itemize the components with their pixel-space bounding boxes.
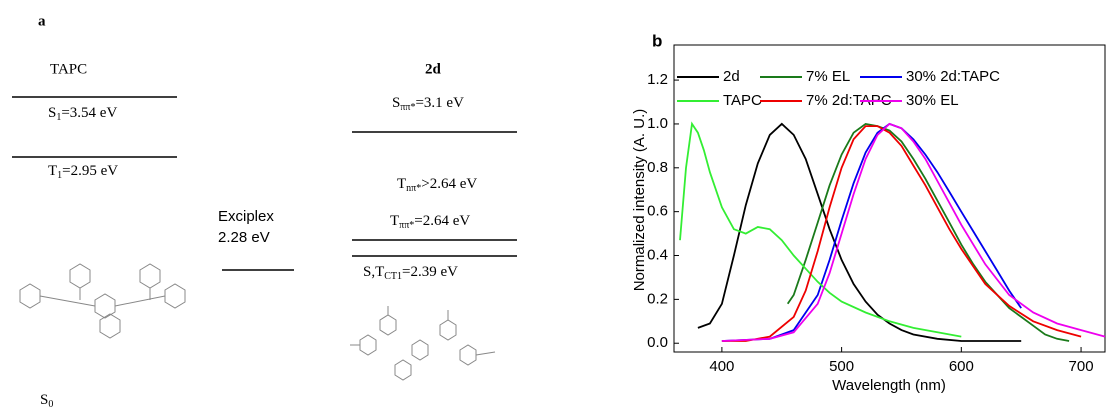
legend-label: 7% 2d:TAPC — [806, 92, 892, 109]
level-label: T1=2.95 eV — [48, 163, 118, 181]
y-tick-label: 1.2 — [647, 71, 668, 88]
level-label: S1=3.54 eV — [48, 105, 117, 123]
panel-a: a TAPC S1=3.54 eV T1=2.95 eV S0 Exciplex… — [12, 13, 517, 410]
y-axis-label: Normalized intensity (A. U.) — [631, 109, 648, 292]
y-tick-label: 1.0 — [647, 115, 668, 132]
y-tick-label: 0.0 — [647, 334, 668, 351]
legend-label: 7% EL — [806, 68, 850, 85]
level-label: Tππ*=2.64 eV — [390, 213, 470, 231]
level-label: S,TCT1=2.39 eV — [363, 264, 458, 282]
x-tick-label: 600 — [949, 358, 974, 375]
exciplex-energy: 2.28 eV — [218, 229, 270, 246]
spectrum-line — [721, 125, 1082, 342]
legend-label: 30% 2d:TAPC — [906, 68, 1000, 85]
molecule-2d — [350, 306, 496, 381]
exciplex-label: Exciplex — [218, 208, 274, 225]
y-tick-label: 0.6 — [647, 203, 668, 220]
spectrum-line — [679, 121, 962, 338]
panel-b: b Wavelength (nm) Normalized intensity (… — [631, 31, 1106, 394]
level-title: TAPC — [50, 61, 87, 77]
y-tick-label: 0.4 — [647, 246, 668, 263]
spectrum-line — [786, 122, 1070, 342]
legend-label: TAPC — [723, 92, 762, 109]
level-label: S0 — [40, 392, 53, 410]
x-tick-label: 700 — [1069, 358, 1094, 375]
spectrum-line — [697, 122, 1022, 342]
y-tick-label: 0.2 — [647, 290, 668, 307]
molecule-tapc — [19, 263, 186, 339]
y-tick-label: 0.8 — [647, 159, 668, 176]
level-label: Sππ*=3.1 eV — [392, 95, 464, 113]
panel-label: b — [652, 31, 662, 50]
x-tick-label: 500 — [829, 358, 854, 375]
plot-frame — [673, 44, 1106, 353]
spectrum-line — [721, 122, 1106, 342]
x-tick-label: 400 — [709, 358, 734, 375]
level-label: Tnπ*>2.64 eV — [397, 176, 477, 194]
x-axis-label: Wavelength (nm) — [832, 377, 946, 394]
panel-label: a — [38, 13, 46, 29]
legend-label: 2d — [723, 68, 740, 85]
level-title: 2d — [425, 61, 442, 77]
legend-label: 30% EL — [906, 92, 959, 109]
